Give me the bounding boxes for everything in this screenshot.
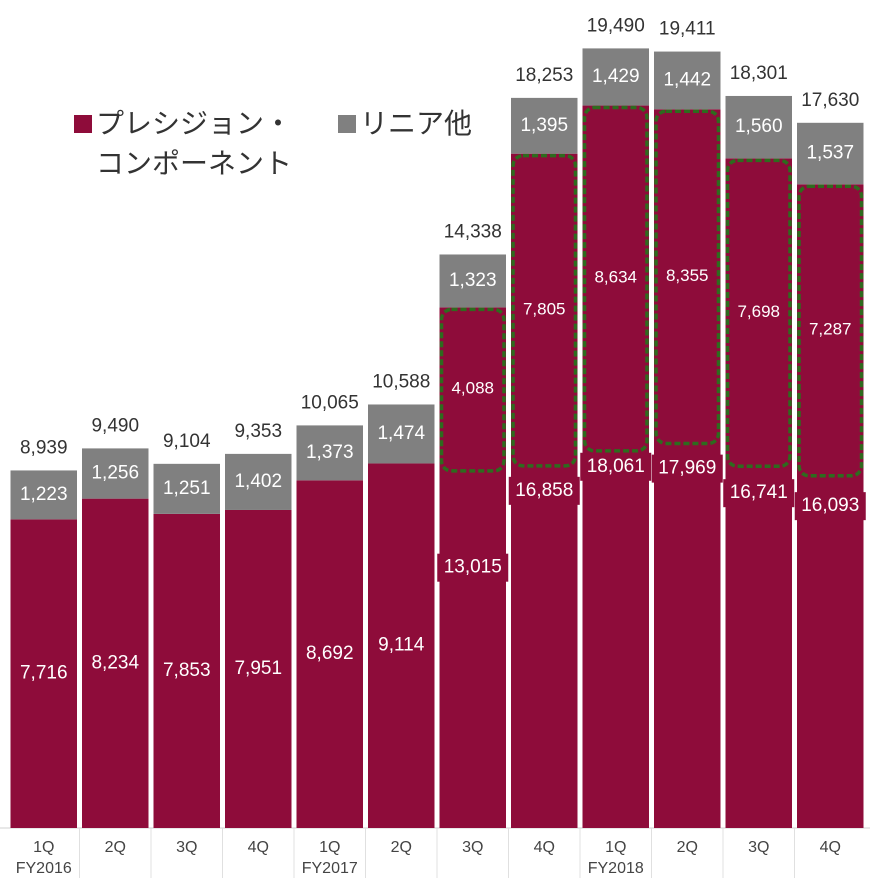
label-bg — [728, 113, 789, 142]
total-label: 10,065 — [301, 392, 359, 413]
label-bg — [580, 452, 652, 481]
x-tick-label: 1Q — [319, 839, 340, 856]
x-tick-label: 2Q — [391, 839, 412, 856]
value-label: 7,716 — [20, 663, 68, 684]
value-label: 1,251 — [163, 478, 211, 499]
value-label: 7,698 — [737, 302, 780, 321]
value-label: 7,805 — [523, 299, 566, 318]
value-label: 1,256 — [91, 463, 139, 484]
legend-swatch — [338, 115, 356, 133]
total-label: 19,490 — [587, 15, 645, 36]
value-label: 18,061 — [587, 456, 645, 477]
total-label: 9,490 — [91, 415, 139, 436]
x-tick-label: 1Q — [33, 839, 54, 856]
total-label: 18,253 — [515, 65, 573, 86]
value-label: 13,015 — [444, 557, 502, 578]
label-bg — [794, 492, 866, 521]
x-tick-label: 4Q — [248, 839, 269, 856]
label-bg — [371, 631, 432, 660]
value-label: 1,474 — [377, 423, 425, 444]
label-bg — [156, 656, 217, 685]
legend-item: リニア他 — [338, 104, 472, 144]
total-label: 9,104 — [163, 431, 211, 452]
label-bg — [800, 139, 861, 168]
total-label: 8,939 — [20, 437, 68, 458]
x-tick-label: 3Q — [462, 839, 483, 856]
value-label: 1,402 — [234, 471, 282, 492]
label-bg — [228, 467, 289, 496]
label-bg — [514, 111, 575, 140]
value-label: 8,234 — [91, 652, 139, 673]
value-label: 1,323 — [449, 270, 497, 291]
value-label: 16,741 — [730, 482, 788, 503]
label-bg — [299, 640, 360, 669]
label-bg — [228, 654, 289, 683]
x-tick-label: 2Q — [677, 839, 698, 856]
label-bg — [508, 476, 580, 505]
label-bg — [85, 459, 146, 488]
value-label: 16,093 — [801, 495, 859, 516]
label-bg — [442, 266, 503, 295]
value-label: 8,355 — [666, 266, 709, 285]
label-bg — [299, 438, 360, 467]
legend-item: プレシジョン・コンポーネント — [74, 104, 314, 184]
label-bg — [371, 419, 432, 448]
x-tick-label: 1Q — [605, 839, 626, 856]
label-bg — [723, 479, 795, 508]
highlight-box — [582, 105, 649, 453]
total-label: 14,338 — [444, 221, 502, 242]
label-bg — [13, 480, 74, 509]
x-group-label: FY2018 — [588, 860, 644, 877]
value-label: 8,692 — [306, 643, 354, 664]
value-label: 7,951 — [234, 658, 282, 679]
label-bg — [585, 62, 646, 91]
x-tick-label: 3Q — [748, 839, 769, 856]
value-label: 7,287 — [809, 320, 852, 339]
value-label: 1,560 — [735, 116, 783, 137]
highlight-box — [654, 109, 721, 446]
label-bg — [85, 649, 146, 678]
value-label: 1,537 — [806, 143, 854, 164]
x-group-label: FY2016 — [16, 860, 72, 877]
x-group-label: FY2017 — [302, 860, 358, 877]
total-label: 19,411 — [659, 19, 716, 40]
label-bg — [657, 66, 718, 95]
legend-label: プレシジョン・コンポーネント — [96, 107, 293, 180]
value-label: 1,395 — [520, 115, 568, 136]
label-bg — [437, 553, 509, 582]
value-label: 17,969 — [658, 458, 716, 479]
x-tick-label: 4Q — [534, 839, 555, 856]
value-label: 1,429 — [592, 66, 640, 87]
highlight-box — [511, 153, 578, 468]
highlight-box — [439, 307, 506, 473]
value-label: 7,853 — [163, 660, 211, 681]
legend-swatch — [74, 115, 92, 133]
total-label: 17,630 — [801, 90, 859, 111]
legend-label: リニア他 — [360, 107, 473, 140]
value-label: 9,114 — [378, 635, 425, 656]
x-tick-label: 4Q — [820, 839, 841, 856]
value-label: 1,442 — [663, 69, 711, 90]
x-tick-label: 3Q — [176, 839, 197, 856]
value-label: 8,634 — [594, 268, 637, 287]
x-tick-label: 2Q — [105, 839, 126, 856]
total-label: 10,588 — [372, 371, 430, 392]
highlight-box — [725, 158, 792, 469]
value-label: 1,223 — [20, 484, 68, 505]
label-bg — [156, 474, 217, 503]
total-label: 9,353 — [234, 421, 282, 442]
total-label: 18,301 — [730, 63, 788, 84]
highlight-box — [797, 184, 864, 478]
label-bg — [651, 454, 723, 483]
value-label: 1,373 — [306, 442, 354, 463]
value-label: 16,858 — [515, 480, 573, 501]
value-label: 4,088 — [451, 379, 494, 398]
label-bg — [13, 659, 74, 688]
